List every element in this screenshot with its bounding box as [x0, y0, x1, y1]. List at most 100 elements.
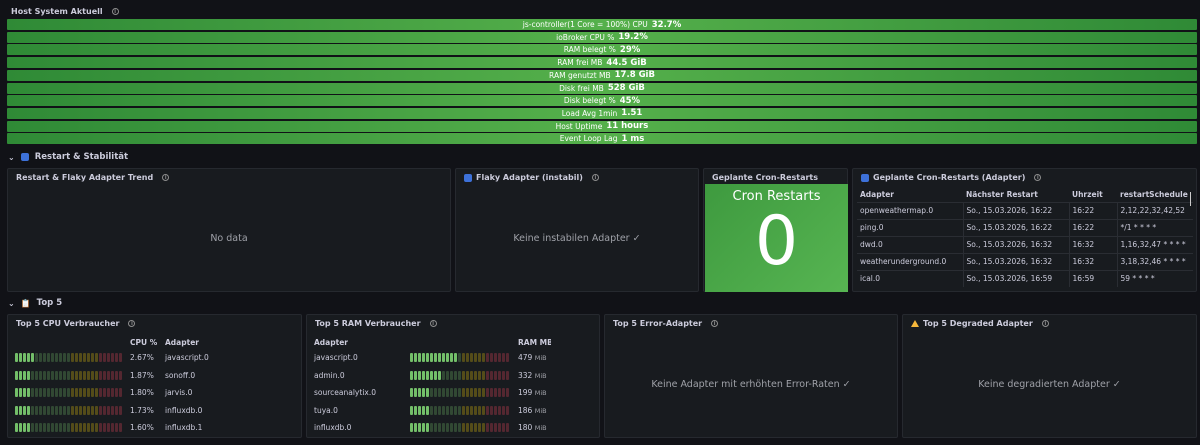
- bar-segment: [87, 405, 90, 415]
- table-row: admin.0 332 MiB: [311, 367, 551, 385]
- bar-segment: [27, 423, 30, 433]
- bar-segment: [19, 388, 22, 398]
- bar-segment: [83, 423, 86, 433]
- bar-segment: [31, 353, 34, 363]
- bar-segment: [494, 370, 497, 380]
- bar-segment: [19, 423, 22, 433]
- bar-segment: [55, 405, 58, 415]
- bar-segment: [442, 423, 445, 433]
- stat-bar: RAM frei MB 44.5 GiB: [7, 57, 1197, 69]
- info-icon[interactable]: i: [111, 8, 119, 15]
- bar-segment: [119, 388, 122, 398]
- bar-segment: [107, 370, 110, 380]
- bar-segment: [71, 405, 74, 415]
- adapter-name: javascript.0: [165, 353, 209, 363]
- stat-label: RAM belegt %: [563, 45, 616, 55]
- row-top-5[interactable]: ⌄ 📋 Top 5: [8, 297, 62, 309]
- bar-segment: [63, 405, 66, 415]
- bar-segment: [434, 405, 437, 415]
- bar-segment: [458, 423, 461, 433]
- bar-segment: [490, 405, 493, 415]
- table-row: openweathermap.0 So., 15.03.2026, 16:22 16…: [857, 201, 1193, 219]
- bar-segment: [75, 423, 78, 433]
- info-icon[interactable]: i: [1041, 320, 1049, 327]
- bar-segment: [462, 370, 465, 380]
- info-icon[interactable]: i: [591, 174, 599, 181]
- panel-title: Top 5 RAM Verbraucher: [315, 319, 421, 328]
- bar-segment: [119, 353, 122, 363]
- bar-segment: [458, 353, 461, 363]
- stat-value: 528 GiB: [607, 83, 645, 93]
- row-title: Top 5: [36, 298, 63, 308]
- bar-segment: [103, 388, 106, 398]
- column-header[interactable]: Nächster Restart: [966, 190, 1038, 200]
- bar-segment: [59, 423, 62, 433]
- bar-segment: [458, 388, 461, 398]
- bar-segment: [442, 388, 445, 398]
- bar-segment: [418, 353, 421, 363]
- bar-segment: [31, 423, 34, 433]
- bar-segment: [482, 370, 485, 380]
- bar-segment: [506, 423, 509, 433]
- info-icon[interactable]: i: [429, 320, 437, 327]
- bar-segment: [39, 423, 42, 433]
- bar-segment: [35, 423, 38, 433]
- bar-segment: [79, 423, 82, 433]
- table-cell: So., 15.03.2026, 16:59: [962, 269, 1069, 287]
- bar-segment: [115, 388, 118, 398]
- bar-segment: [43, 370, 46, 380]
- flaky-message: Keine instabilen Adapter ✓: [513, 233, 641, 244]
- bar-segment: [494, 423, 497, 433]
- table-row: 1.80% jarvis.0: [12, 384, 252, 402]
- bar-segment: [63, 370, 66, 380]
- bar-segment: [103, 423, 106, 433]
- stat-label: Load Avg 1min: [561, 108, 618, 118]
- table-row: javascript.0 479 MiB: [311, 349, 551, 367]
- info-icon[interactable]: i: [128, 320, 136, 327]
- table-row: tuya.0 186 MiB: [311, 402, 551, 420]
- bar-segment: [454, 423, 457, 433]
- table-cell: So., 15.03.2026, 16:22: [962, 218, 1069, 236]
- chevron-down-icon[interactable]: ⌄: [8, 152, 15, 162]
- bar-segment: [87, 353, 90, 363]
- bar-segment: [454, 370, 457, 380]
- stat-label: Host Uptime: [555, 121, 603, 131]
- chevron-down-icon[interactable]: ⌄: [8, 298, 15, 308]
- column-header[interactable]: Uhrzeit: [1072, 190, 1103, 200]
- table-cell: [12, 367, 127, 385]
- table-row: ical.0 So., 15.03.2026, 16:59 16:59 59 * * …: [857, 269, 1193, 287]
- bar-segment: [462, 388, 465, 398]
- bar-segment: [15, 388, 18, 398]
- info-icon[interactable]: i: [1034, 174, 1042, 181]
- bar-segment: [494, 353, 497, 363]
- column-header[interactable]: Adapter: [860, 190, 894, 200]
- bar-segment: [107, 388, 110, 398]
- info-icon[interactable]: i: [162, 174, 170, 181]
- bar-segment: [59, 353, 62, 363]
- table-icon: [464, 173, 472, 182]
- table-cell: weatherunderground.0: [857, 252, 963, 270]
- bar-segment: [502, 353, 505, 363]
- stat-label: RAM frei MB: [557, 58, 603, 68]
- row-restart-stabilitaet[interactable]: ⌄ Restart & Stabilität: [8, 151, 128, 163]
- stat-bar: Disk frei MB 528 GiB: [7, 82, 1197, 94]
- stat-value: 17.8 GiB: [614, 70, 655, 81]
- column-header[interactable]: restartSchedule: [1120, 190, 1188, 200]
- bar-segment: [63, 388, 66, 398]
- stat-bar: Disk belegt % 45%: [7, 95, 1197, 107]
- scrollbar[interactable]: [1190, 192, 1191, 206]
- host-system-panel: Host System Aktuell i: [5, 5, 1197, 147]
- bar-segment: [486, 353, 489, 363]
- bar-gauge: [410, 423, 512, 433]
- bar-segment: [103, 353, 106, 363]
- stat-value: 45%: [619, 95, 641, 106]
- bar-segment: [454, 353, 457, 363]
- bar-segment: [91, 388, 94, 398]
- bar-segment: [43, 353, 46, 363]
- bar-segment: [502, 405, 505, 415]
- info-icon[interactable]: i: [711, 320, 719, 327]
- bar-segment: [498, 405, 501, 415]
- table-cell: [407, 367, 515, 385]
- bar-segment: [470, 353, 473, 363]
- bar-segment: [71, 423, 74, 433]
